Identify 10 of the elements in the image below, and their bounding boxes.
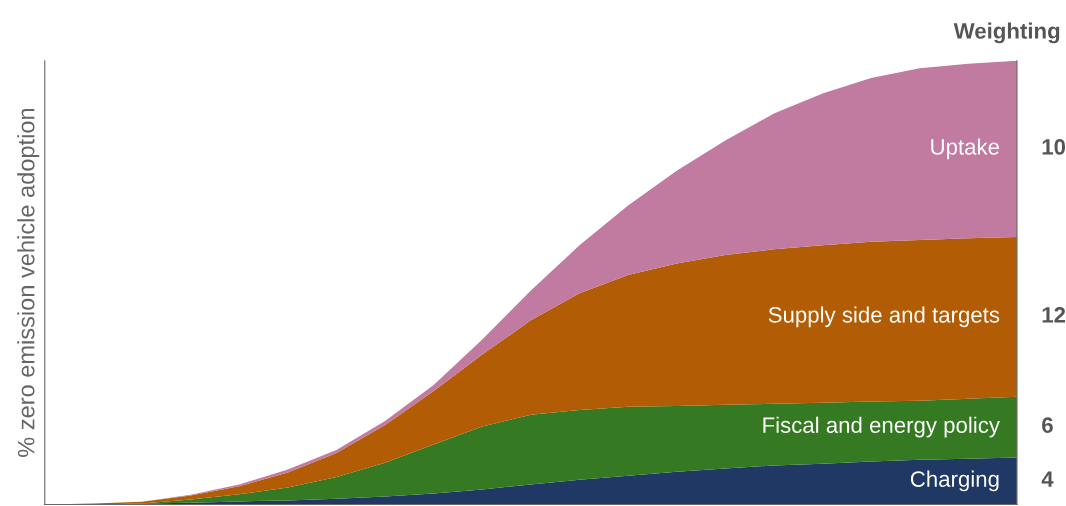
text: Weighting — [953, 22, 1060, 44]
text: 12 — [1042, 307, 1066, 323]
text: 6 — [1042, 417, 1053, 434]
series-label: Charging — [910, 470, 999, 492]
y-axis-title: % zero emission vehicle adoption — [17, 108, 40, 457]
series-label: Fiscal and energy policy — [763, 416, 1000, 438]
text: 4 — [1041, 471, 1054, 487]
series-label: Supply side and targets — [768, 306, 1000, 328]
text: 10 — [1042, 139, 1066, 155]
series-label: Uptake — [931, 138, 999, 160]
